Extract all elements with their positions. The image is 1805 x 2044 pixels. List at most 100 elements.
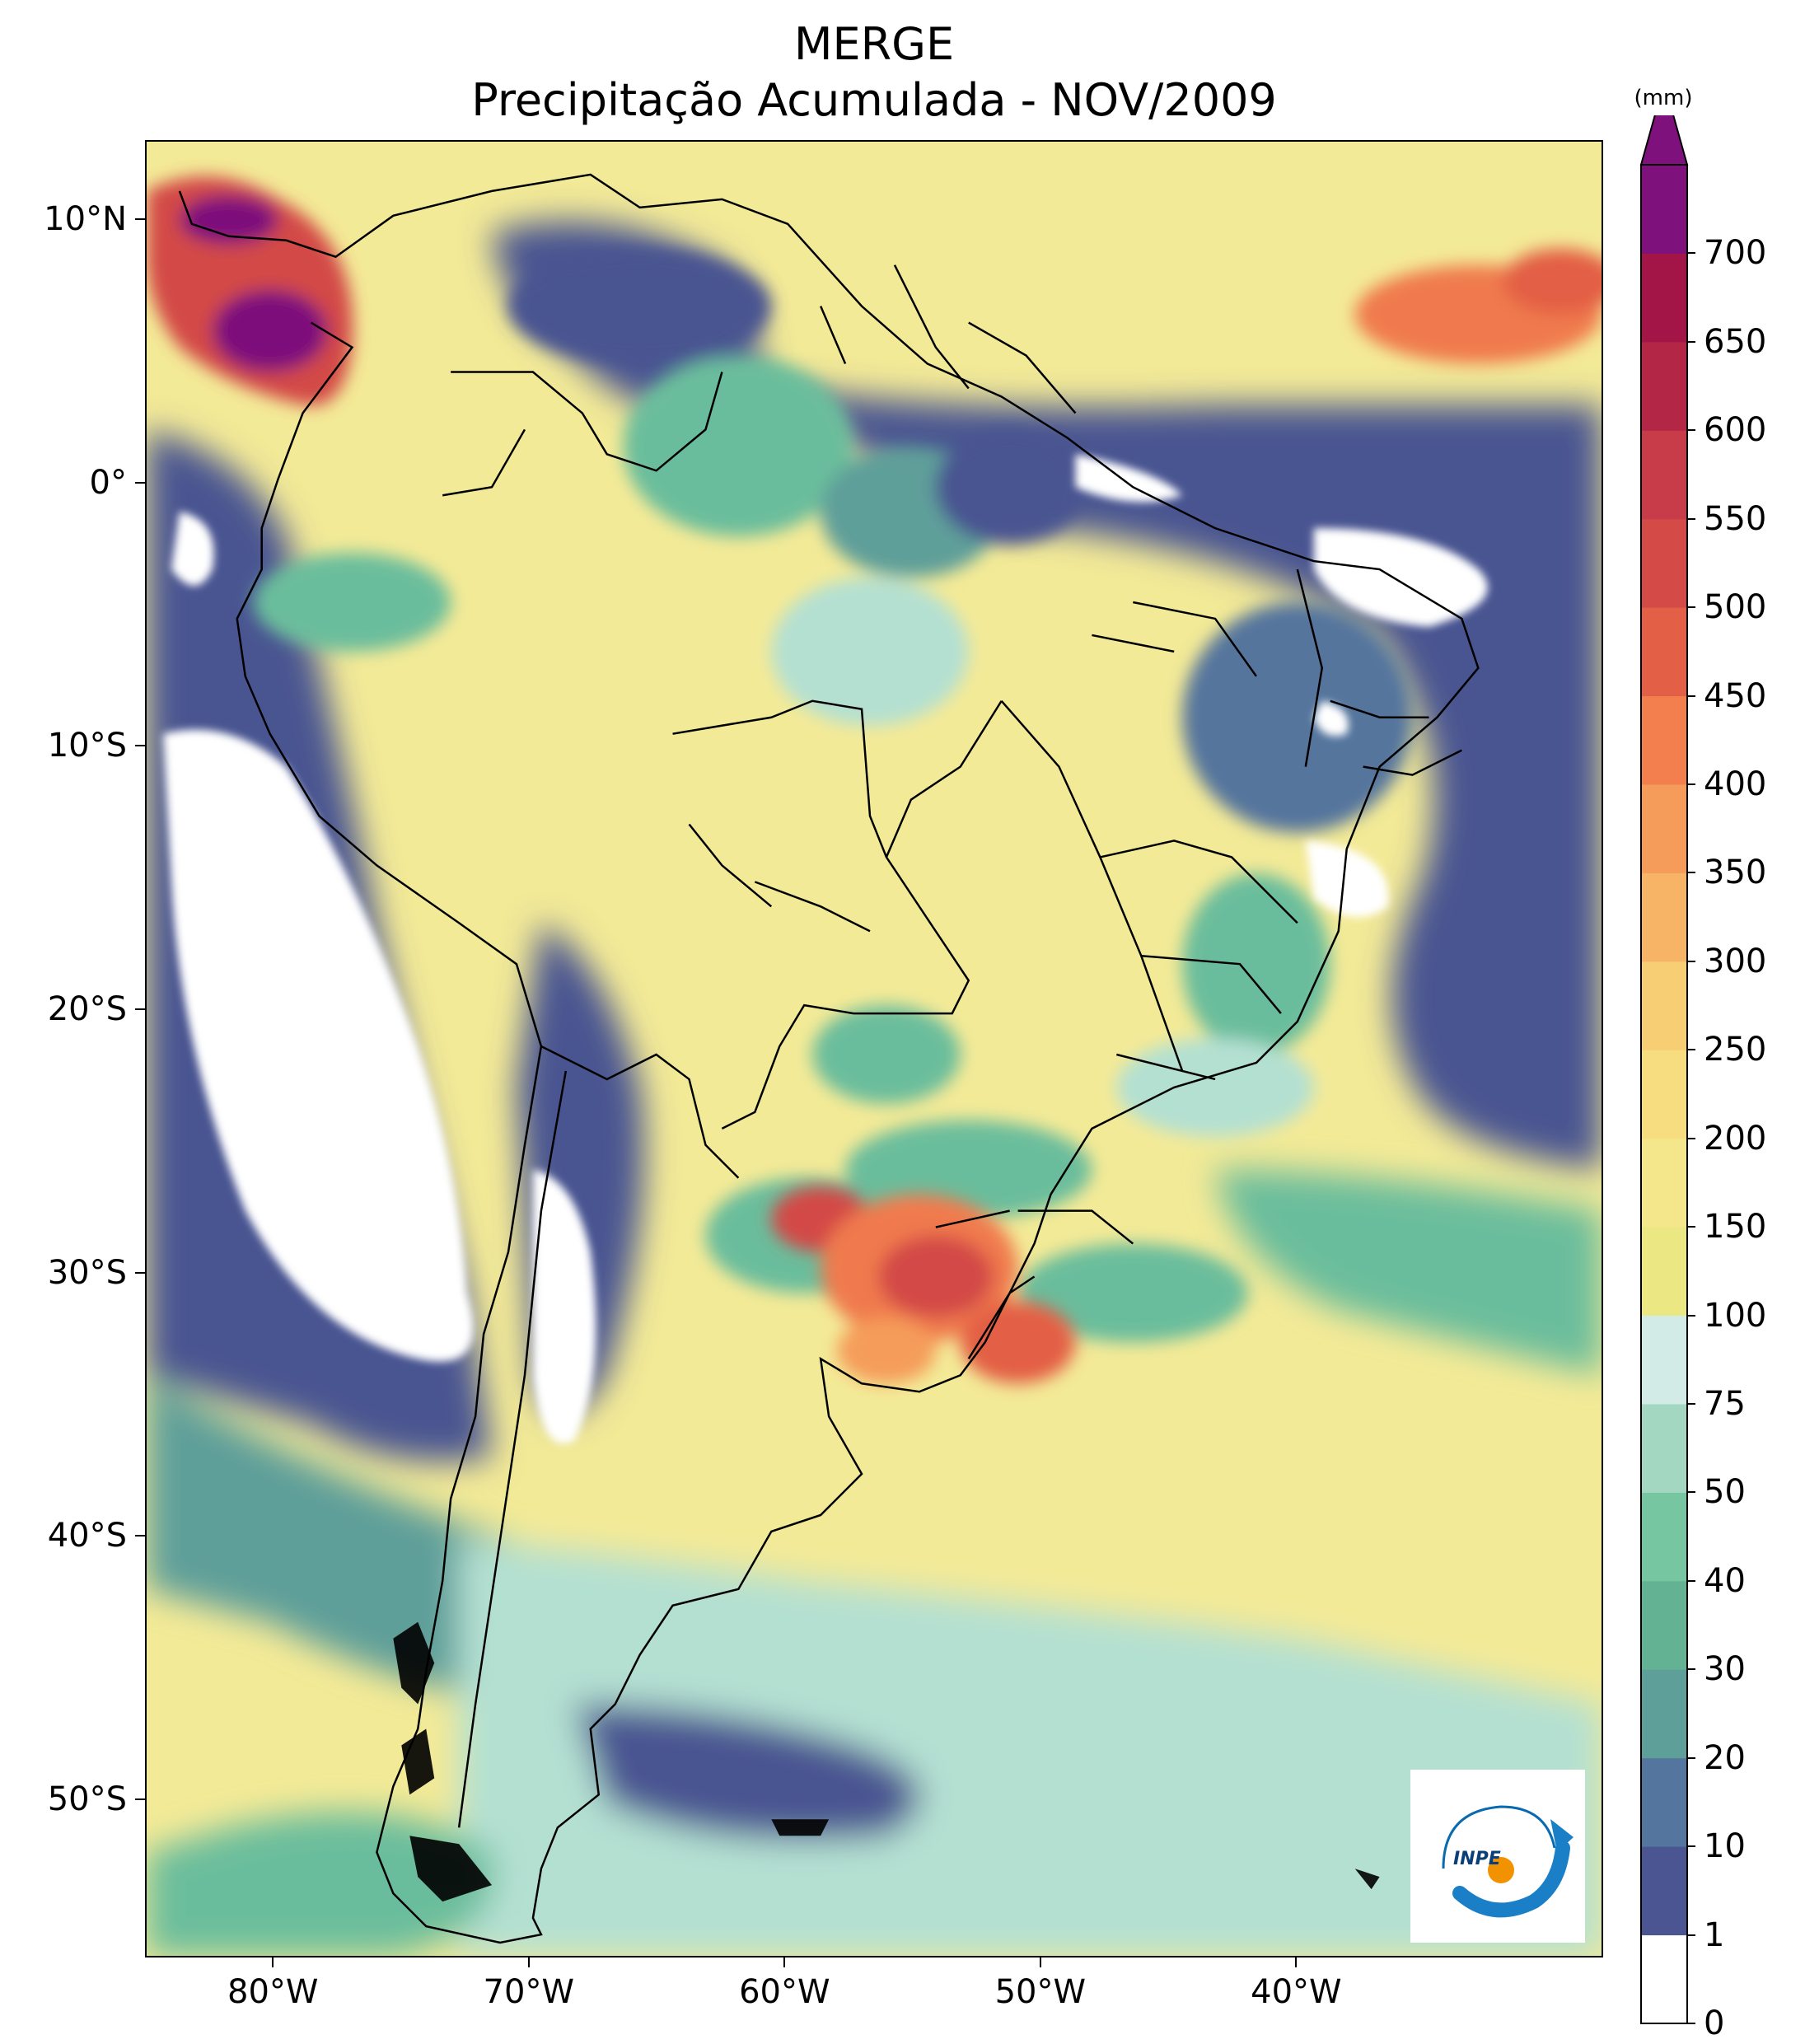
colorbar-tick-mark <box>1687 960 1695 962</box>
lat-tick-label: 40°S <box>47 1517 127 1555</box>
colorbar-tick-mark <box>1687 1934 1695 1936</box>
lon-tick-label: 80°W <box>227 1973 319 2011</box>
lat-tick-mark <box>135 217 145 220</box>
colorbar-bin <box>1641 341 1687 431</box>
lat-tick-mark <box>135 745 145 747</box>
colorbar-tick-label: 300 <box>1704 942 1767 980</box>
lat-tick-label: 0° <box>89 463 127 502</box>
colorbar-tick-mark <box>1687 1314 1695 1317</box>
lat-tick-label: 10°S <box>47 727 127 765</box>
lon-tick-mark <box>783 1957 786 1967</box>
colorbar-tick-label: 1 <box>1704 1915 1725 1954</box>
colorbar-bin <box>1641 1492 1687 1582</box>
heavy-precip <box>147 176 1602 1384</box>
colorbar-tick-label: 150 <box>1704 1208 1767 1247</box>
colorbar-tick-label: 100 <box>1704 1296 1767 1335</box>
lat-tick-label: 10°N <box>44 199 127 238</box>
colorbar-unit: (mm) <box>1634 86 1693 110</box>
colorbar-tick-label: 700 <box>1704 234 1767 273</box>
lon-tick-label: 40°W <box>1251 1973 1342 2011</box>
lon-tick-label: 70°W <box>483 1973 574 2011</box>
colorbar-bin <box>1641 430 1687 520</box>
dry-areas <box>162 454 1488 1444</box>
colorbar-tick-mark <box>1687 1845 1695 1848</box>
colorbar-tick-label: 550 <box>1704 499 1767 538</box>
colorbar-tick-mark <box>1687 695 1695 697</box>
colorbar-bin <box>1641 1138 1687 1228</box>
colorbar-outline <box>1640 164 1688 2024</box>
colorbar-bin <box>1641 1934 1687 2024</box>
map-title-line2: Precipitação Acumulada - NOV/2009 <box>471 74 1277 126</box>
colorbar-tick-mark <box>1687 517 1695 520</box>
colorbar-tick-mark <box>1687 252 1695 255</box>
colorbar-tick-mark <box>1687 2023 1695 2024</box>
colorbar-tick-mark <box>1687 1137 1695 1139</box>
lat-tick-mark <box>135 1535 145 1537</box>
colorbar-bin <box>1641 1404 1687 1493</box>
lat-tick-label: 50°S <box>47 1780 127 1819</box>
colorbar-bin <box>1641 872 1687 962</box>
colorbar <box>1639 115 1689 2024</box>
colorbar-tick-mark <box>1687 872 1695 874</box>
colorbar-extend-arrow <box>1639 115 1689 166</box>
colorbar-tick-mark <box>1687 1756 1695 1759</box>
colorbar-tick-label: 75 <box>1704 1385 1746 1423</box>
colorbar-tick-label: 200 <box>1704 1119 1767 1158</box>
lon-tick-mark <box>272 1957 274 1967</box>
colorbar-bin <box>1641 253 1687 343</box>
inpe-logo: INPE <box>1410 1770 1585 1943</box>
lat-tick-label: 20°S <box>47 990 127 1029</box>
colorbar-tick-label: 400 <box>1704 765 1767 803</box>
inpe-logo-text: INPE <box>1453 1849 1501 1869</box>
colorbar-tick-label: 450 <box>1704 676 1767 715</box>
colorbar-tick-mark <box>1687 1403 1695 1405</box>
colorbar-tick-mark <box>1687 783 1695 785</box>
colorbar-tick-label: 350 <box>1704 854 1767 892</box>
colorbar-bin <box>1641 518 1687 608</box>
colorbar-bin <box>1641 1580 1687 1670</box>
colorbar-tick-mark <box>1687 1226 1695 1228</box>
colorbar-bin <box>1641 1757 1687 1847</box>
lat-tick-mark <box>135 1798 145 1801</box>
colorbar-tick-mark <box>1687 1491 1695 1494</box>
colorbar-bin <box>1641 165 1687 254</box>
colorbar-bin <box>1641 1669 1687 1759</box>
colorbar-tick-label: 40 <box>1704 1561 1746 1600</box>
colorbar-bin <box>1641 1050 1687 1139</box>
colorbar-tick-label: 30 <box>1704 1650 1746 1689</box>
lon-tick-mark <box>527 1957 530 1967</box>
colorbar-tick-label: 0 <box>1704 2004 1725 2042</box>
country-borders <box>178 173 1480 1944</box>
colorbar-tick-label: 10 <box>1704 1827 1746 1866</box>
colorbar-bin <box>1641 784 1687 873</box>
colorbar-bin <box>1641 961 1687 1050</box>
map-panel <box>145 140 1603 1957</box>
colorbar-tick-label: 600 <box>1704 411 1767 450</box>
colorbar-tick-mark <box>1687 340 1695 343</box>
colorbar-tick-mark <box>1687 606 1695 609</box>
inpe-logo-icon: INPE <box>1442 1805 1574 1918</box>
colorbar-tick-mark <box>1687 1049 1695 1051</box>
colorbar-tick-label: 50 <box>1704 1473 1746 1512</box>
lat-tick-mark <box>135 1008 145 1011</box>
map-title-line1: MERGE <box>793 18 955 70</box>
colorbar-tick-label: 20 <box>1704 1738 1746 1777</box>
colorbar-tick-label: 500 <box>1704 588 1767 627</box>
colorbar-bin <box>1641 1846 1687 1936</box>
islands <box>393 1621 1380 1902</box>
colorbar-bin <box>1641 607 1687 697</box>
colorbar-tick-mark <box>1687 1668 1695 1671</box>
colorbar-tick-mark <box>1687 429 1695 432</box>
precipitation-map <box>147 142 1602 1956</box>
colorbar-tick-mark <box>1687 1579 1695 1582</box>
lat-tick-mark <box>135 1271 145 1274</box>
lon-tick-mark <box>1295 1957 1298 1967</box>
colorbar-tick-label: 250 <box>1704 1031 1767 1069</box>
lon-tick-label: 50°W <box>994 1973 1087 2011</box>
colorbar-bin <box>1641 1227 1687 1317</box>
lon-tick-mark <box>1039 1957 1041 1967</box>
colorbar-bin <box>1641 695 1687 785</box>
colorbar-bin <box>1641 1315 1687 1405</box>
lon-tick-label: 60°W <box>739 1973 830 2011</box>
lat-tick-mark <box>135 481 145 484</box>
